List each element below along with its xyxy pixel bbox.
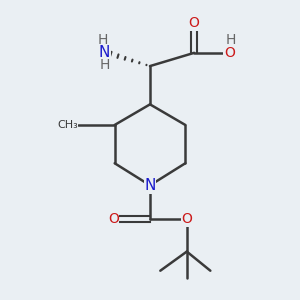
Text: O: O <box>182 212 192 226</box>
Text: O: O <box>189 16 200 30</box>
Text: H: H <box>226 34 236 47</box>
Text: CH₃: CH₃ <box>57 120 78 130</box>
Text: O: O <box>108 212 118 226</box>
Text: H: H <box>98 34 108 47</box>
Text: H: H <box>99 58 110 72</box>
Text: O: O <box>224 46 235 60</box>
Text: N: N <box>144 178 156 193</box>
Text: N: N <box>99 45 110 60</box>
